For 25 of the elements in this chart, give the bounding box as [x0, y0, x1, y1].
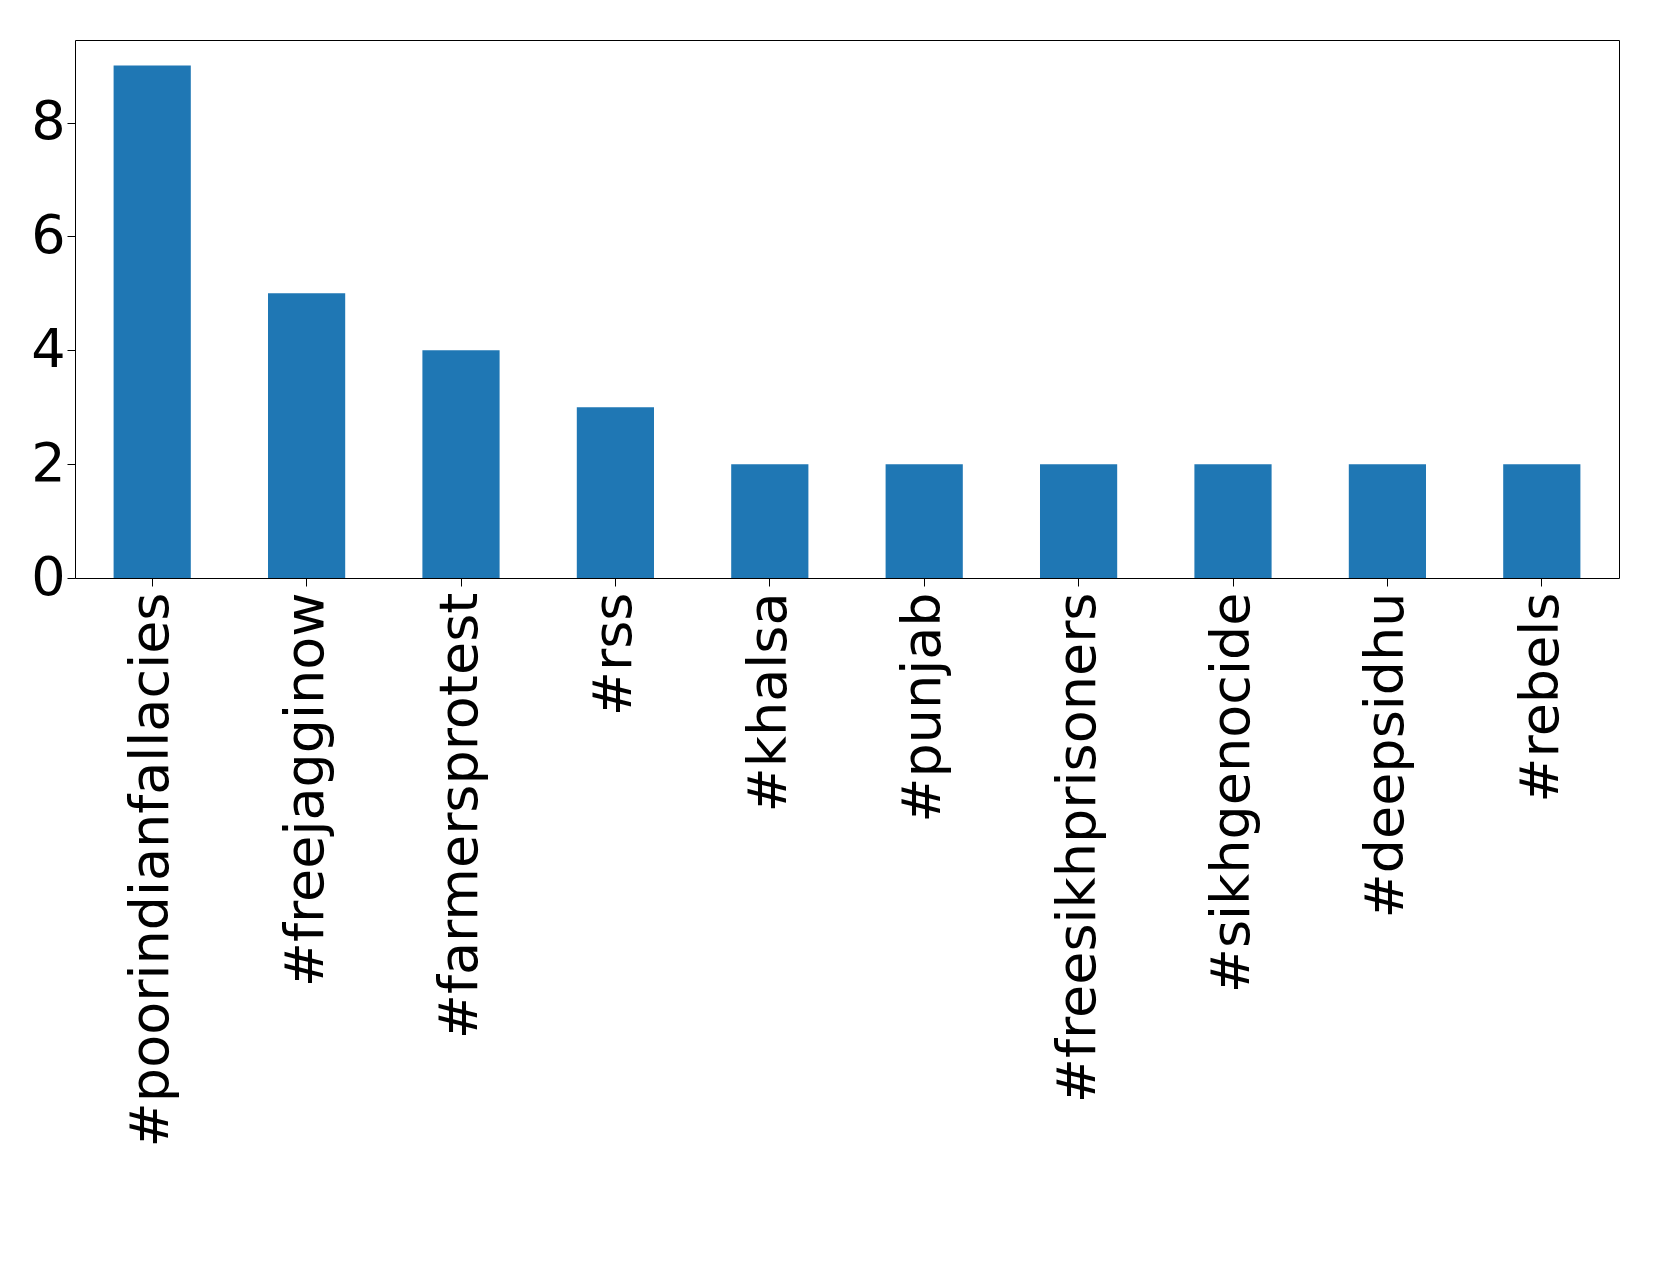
x-tick-label: #deepsidhu [1353, 592, 1417, 919]
bar [113, 65, 191, 578]
x-tick-label: #poorindianfallacies [118, 592, 182, 1148]
bar [268, 293, 346, 578]
y-tick-label: 2 [31, 430, 66, 494]
bar [576, 407, 654, 578]
y-tick-label: 8 [31, 89, 66, 153]
y-tick-label: 6 [31, 202, 66, 266]
bar [1194, 464, 1272, 578]
bar [885, 464, 963, 578]
y-tick-label: 0 [31, 544, 66, 608]
x-tick-label: #freejagginow [272, 592, 336, 988]
bar [1348, 464, 1426, 578]
x-tick-label: #sikhgenocide [1199, 592, 1262, 994]
bar [422, 350, 500, 578]
x-tick-label: #farmersprotest [427, 592, 490, 1040]
y-tick-label: 4 [31, 316, 66, 380]
x-tick-label: #freesikhprisoners [1044, 592, 1108, 1104]
bar [731, 464, 809, 578]
bar [1040, 464, 1118, 578]
x-tick-label: #rss [581, 592, 645, 717]
x-tick-label: #punjab [890, 592, 954, 823]
x-tick-label: #rebels [1507, 592, 1571, 803]
x-tick-label: #khalsa [735, 592, 799, 813]
bar [1503, 464, 1581, 578]
